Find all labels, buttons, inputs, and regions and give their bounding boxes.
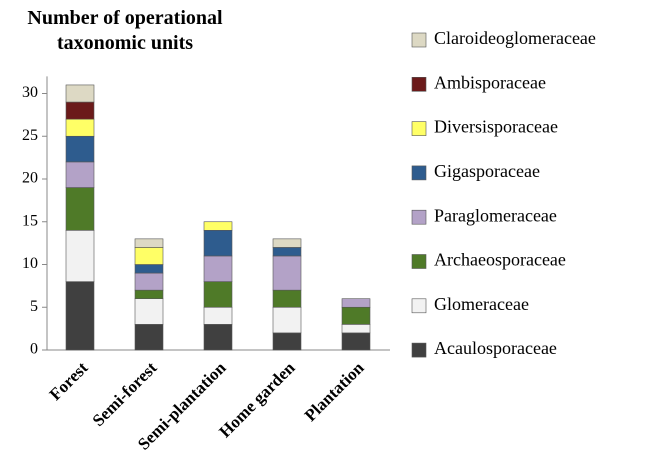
bar-segment xyxy=(134,298,164,325)
x-tick-label: Plantation xyxy=(301,358,368,425)
bar-segment xyxy=(203,230,233,257)
y-tick-label: 10 xyxy=(22,255,38,272)
bar-segment xyxy=(65,281,95,351)
bar-segment xyxy=(134,264,164,274)
bar-segment xyxy=(134,272,164,291)
bar-segment xyxy=(134,247,164,265)
x-tick-label: Semi-forest xyxy=(89,358,161,430)
chart-title: Number of operational taxonomic units xyxy=(27,7,223,54)
y-tick-label: 15 xyxy=(22,212,38,229)
bar-segment xyxy=(134,238,164,248)
bar-segment xyxy=(203,221,233,231)
legend-label: Gigasporaceae xyxy=(434,161,540,181)
bar-segment xyxy=(341,332,371,351)
legend-label: Paraglomeraceae xyxy=(434,205,557,225)
bar-segment xyxy=(65,187,95,231)
legend-swatch xyxy=(411,32,427,48)
bar-segment xyxy=(65,135,95,163)
bar-segment xyxy=(272,238,302,248)
legend-swatch xyxy=(411,121,427,136)
bar-segment xyxy=(272,306,302,334)
legend-label: Acaulosporaceae xyxy=(434,338,557,358)
legend-label: Archaeosporaceae xyxy=(434,250,566,270)
bar-segment xyxy=(341,324,371,334)
bar-segment xyxy=(65,101,95,120)
legend-swatch xyxy=(411,165,427,181)
y-tick-label: 25 xyxy=(22,127,38,144)
legend-swatch xyxy=(411,209,427,225)
legend-swatch xyxy=(411,77,427,92)
bar-segment xyxy=(272,255,302,291)
bar-segment xyxy=(203,255,233,282)
bar-segment xyxy=(203,306,233,325)
y-tick-label: 30 xyxy=(22,84,38,101)
bar-segment xyxy=(272,289,302,308)
bar-segment xyxy=(203,324,233,351)
legend-swatch xyxy=(411,298,427,314)
bar-segment xyxy=(65,84,95,103)
legend-label: Claroideoglomeraceae xyxy=(434,28,596,48)
bar-segment xyxy=(65,118,95,137)
legend-label: Ambisporaceae xyxy=(434,72,546,92)
bar-segment xyxy=(341,306,371,325)
bar-segment xyxy=(134,289,164,299)
x-tick-label: Forest xyxy=(46,358,92,404)
bar-segment xyxy=(341,298,371,308)
bar-segment xyxy=(203,281,233,308)
bar-segment xyxy=(272,332,302,351)
bar-segment xyxy=(65,230,95,282)
y-tick-label: 5 xyxy=(30,298,38,315)
y-tick-label: 0 xyxy=(30,341,38,358)
legend-swatch xyxy=(411,342,427,358)
y-tick-label: 20 xyxy=(22,170,38,187)
legend-swatch xyxy=(411,254,427,269)
legend-label: Diversisporaceae xyxy=(434,117,558,137)
bar-segment xyxy=(272,247,302,257)
legend-label: Glomeraceae xyxy=(434,294,529,314)
bar-segment xyxy=(65,161,95,188)
bar-segment xyxy=(134,324,164,351)
